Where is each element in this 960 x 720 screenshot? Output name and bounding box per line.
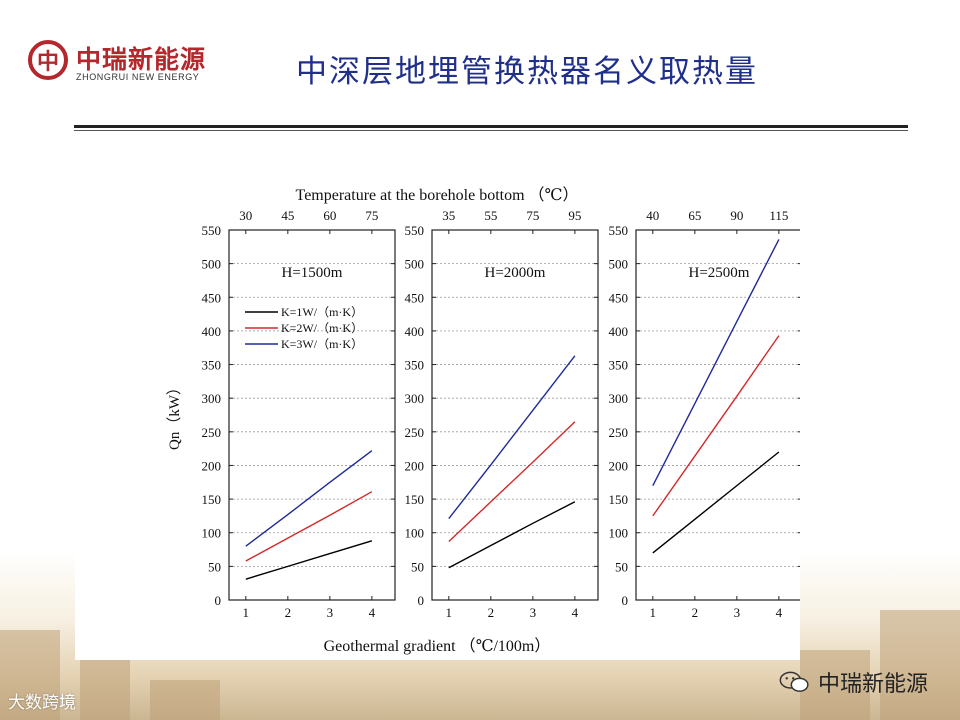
legend-label: K=3W/（m·K） [281, 337, 363, 351]
company-logo: 中 中瑞新能源 ZHONGRUI NEW ENERGY [28, 40, 238, 88]
logo-english-name: ZHONGRUI NEW ENERGY [76, 72, 200, 82]
background-building [80, 660, 130, 720]
y-tick-label: 400 [405, 324, 425, 339]
series-line [448, 355, 576, 520]
background-building [0, 630, 60, 720]
background-building [800, 650, 870, 720]
chart-panel: Temperature at the borehole bottom （℃） Ge… [75, 140, 800, 660]
y-tick-label: 550 [202, 223, 222, 238]
top-tick-label: 75 [365, 208, 378, 223]
top-tick-label: 115 [769, 208, 788, 223]
y-tick-label: 350 [202, 358, 222, 373]
legend-label: K=1W/（m·K） [281, 305, 363, 319]
x-tick-label: 4 [369, 605, 376, 620]
y-tick-label: 250 [405, 425, 425, 440]
x-tick-label: 2 [488, 605, 495, 620]
top-tick-label: 45 [281, 208, 294, 223]
y-tick-label: 250 [609, 425, 629, 440]
y-tick-label: 400 [202, 324, 222, 339]
x-tick-label: 2 [285, 605, 292, 620]
y-tick-label: 150 [202, 492, 222, 507]
x-tick-label: 1 [243, 605, 250, 620]
series-line [448, 421, 576, 542]
y-tick-label: 500 [405, 257, 425, 272]
x-tick-label: 4 [572, 605, 579, 620]
y-tick-label: 450 [202, 290, 222, 305]
y-tick-label: 550 [609, 223, 629, 238]
top-tick-label: 60 [323, 208, 336, 223]
logo-chinese-name: 中瑞新能源 [76, 45, 207, 74]
background-building [880, 610, 960, 720]
series-line [652, 239, 780, 486]
y-tick-label: 300 [202, 391, 222, 406]
top-tick-label: 40 [646, 208, 659, 223]
y-tick-label: 300 [609, 391, 629, 406]
y-tick-label: 100 [405, 526, 425, 541]
panel-frame [431, 229, 599, 601]
panel-frame [635, 229, 800, 601]
x-tick-label: 1 [446, 605, 453, 620]
y-tick-label: 50 [208, 559, 221, 574]
y-tick-label: 200 [405, 458, 425, 473]
top-tick-label: 95 [568, 208, 581, 223]
y-tick-label: 50 [615, 559, 628, 574]
logo-emblem: 中 [28, 40, 68, 80]
y-tick-label: 450 [405, 290, 425, 305]
x-tick-label: 3 [327, 605, 334, 620]
background-building [150, 680, 220, 720]
top-tick-label: 65 [688, 208, 701, 223]
title-divider-thick [74, 125, 908, 128]
y-tick-label: 450 [609, 290, 629, 305]
title-divider-thin [74, 130, 908, 131]
x-tick-label: 4 [776, 605, 783, 620]
x-tick-label: 2 [692, 605, 699, 620]
series-line [652, 451, 780, 554]
watermark-right-label: 中瑞新能源 [817, 672, 928, 697]
series-line [245, 450, 373, 547]
y-tick-label: 250 [202, 425, 222, 440]
y-tick-label: 350 [405, 358, 425, 373]
x-axis-title: Geothermal gradient （℃/100m） [324, 637, 551, 655]
series-line [652, 335, 780, 517]
panel-frame [228, 229, 396, 601]
y-tick-label: 500 [202, 257, 222, 272]
watermark-left: 大数跨境 [8, 693, 76, 713]
legend-label: K=2W/（m·K） [281, 321, 363, 335]
panel-label: H=2500m [689, 265, 750, 281]
top-tick-label: 55 [484, 208, 497, 223]
top-tick-label: 30 [239, 208, 252, 223]
x-tick-label: 3 [530, 605, 537, 620]
watermark-right: 中瑞新能源 [778, 666, 928, 698]
y-tick-label: 100 [609, 526, 629, 541]
y-tick-label: 300 [405, 391, 425, 406]
y-tick-label: 0 [622, 593, 629, 608]
y-tick-label: 200 [609, 458, 629, 473]
top-tick-label: 75 [526, 208, 539, 223]
top-tick-label: 90 [730, 208, 743, 223]
chart-svg: Temperature at the borehole bottom （℃） Ge… [166, 186, 800, 655]
y-tick-label: 550 [405, 223, 425, 238]
top-tick-label: 35 [442, 208, 455, 223]
x-tick-label: 1 [650, 605, 657, 620]
slide-title: 中深层地埋管换热器名义取热量 [296, 54, 758, 90]
series-line [448, 501, 576, 569]
y-tick-label: 200 [202, 458, 222, 473]
y-tick-label: 50 [411, 559, 424, 574]
y-tick-label: 0 [418, 593, 425, 608]
series-line [245, 540, 373, 580]
panel-label: H=1500m [282, 265, 343, 281]
top-axis-title: Temperature at the borehole bottom （℃） [296, 186, 579, 204]
panel-label: H=2000m [485, 265, 546, 281]
y-tick-label: 400 [609, 324, 629, 339]
y-tick-label: 150 [405, 492, 425, 507]
y-tick-label: 500 [609, 257, 629, 272]
y-axis-title: Qn（kW） [166, 380, 183, 450]
y-tick-label: 0 [215, 593, 222, 608]
y-tick-label: 350 [609, 358, 629, 373]
y-tick-label: 100 [202, 526, 222, 541]
series-line [245, 491, 373, 562]
y-tick-label: 150 [609, 492, 629, 507]
x-tick-label: 3 [734, 605, 741, 620]
wechat-icon [779, 671, 809, 692]
